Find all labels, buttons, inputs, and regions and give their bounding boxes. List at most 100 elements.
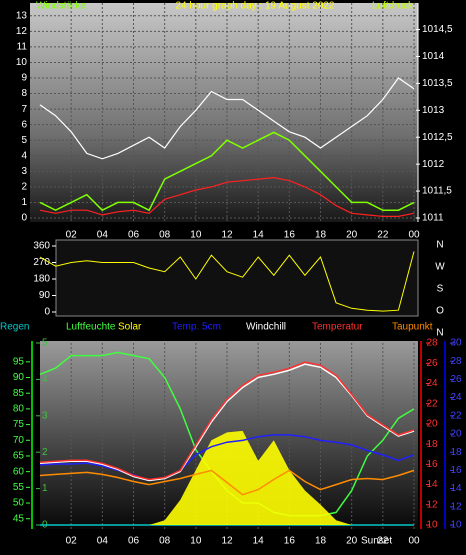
plot-background	[30, 3, 418, 222]
legend-label: Windchill	[246, 322, 286, 333]
y-tick-label: 1	[42, 483, 48, 494]
y-tick-label: 1011,5	[422, 186, 452, 197]
legend-label: Taupunkt	[392, 322, 433, 333]
x-tick-label: 10	[190, 230, 202, 241]
y-tick-label: 22	[426, 398, 438, 409]
y-tick-label: 28	[426, 338, 438, 349]
y-tick-label: 70	[13, 435, 25, 446]
y-tick-label: 360	[33, 241, 50, 252]
y-tick-label: 2	[42, 447, 48, 458]
compass-label: W	[435, 262, 445, 273]
y-tick-label: 14	[450, 483, 462, 494]
y-tick-label: 9	[21, 73, 27, 84]
y2-axis-label: Luftdruck	[372, 1, 414, 12]
title: 24 hour graph day : 19 August 2022	[175, 1, 334, 12]
series-line	[39, 434, 415, 482]
series-line	[39, 131, 415, 212]
x-tick-label: 10	[190, 536, 202, 547]
y-tick-label: 1012	[422, 159, 445, 170]
y-tick-label: 1013	[422, 105, 445, 116]
x-tick-label: 04	[97, 536, 109, 547]
solar-area	[40, 430, 414, 525]
x-tick-label: 20	[346, 230, 358, 241]
y-tick-label: 1014,5	[422, 24, 453, 35]
y-tick-label: 8	[21, 88, 27, 99]
y-tick-label: 18	[450, 447, 462, 458]
y-tick-label: 22	[450, 410, 462, 421]
x-tick-label: 12	[221, 536, 233, 547]
series-line	[39, 361, 415, 481]
y-tick-label: 26	[426, 358, 438, 369]
x-tick-label: 18	[315, 536, 327, 547]
y-tick-label: 1	[21, 197, 27, 208]
y-tick-label: 95	[13, 356, 25, 367]
y-tick-label: 55	[13, 482, 25, 493]
y-tick-label: 10	[450, 520, 462, 531]
series-line	[39, 469, 415, 496]
y-tick-label: 10	[16, 57, 28, 68]
y-tick-label: 1011	[422, 213, 444, 224]
legend-label: Solar	[118, 322, 142, 333]
y-tick-label: 24	[450, 392, 462, 403]
series-line	[39, 77, 415, 160]
y-tick-label: 10	[426, 520, 438, 531]
x-tick-label: 12	[221, 230, 233, 241]
x-tick-label: 16	[284, 230, 296, 241]
y-tick-label: 1012,5	[422, 132, 453, 143]
y-tick-label: 180	[33, 274, 50, 285]
y-tick-label: 11	[17, 42, 28, 53]
y-tick-label: 80	[13, 404, 25, 415]
y-tick-label: 1014	[422, 51, 445, 62]
y-tick-label: 20	[450, 429, 462, 440]
y-tick-label: 30	[450, 338, 462, 349]
y-tick-label: 28	[450, 356, 462, 367]
y-tick-label: 4	[42, 374, 48, 385]
x-tick-label: 06	[128, 230, 140, 241]
y-axis-label: Windstärke	[36, 1, 86, 12]
x-tick-label: 00	[408, 230, 420, 241]
y-tick-label: 13	[16, 10, 28, 21]
compass-label: N	[436, 328, 443, 339]
y-tick-label: 26	[450, 374, 462, 385]
y-tick-label: 6	[21, 119, 27, 130]
x-tick-label: 08	[159, 536, 171, 547]
x-tick-label: 20	[346, 536, 358, 547]
compass-label: S	[437, 284, 444, 295]
x-tick-label: 06	[128, 536, 140, 547]
y-tick-label: 5	[21, 135, 27, 146]
x-tick-label: 04	[97, 230, 109, 241]
x-tick-label: 14	[253, 230, 265, 241]
y-tick-label: 60	[13, 466, 25, 477]
annotation: Sunset	[361, 536, 392, 547]
y-tick-label: 20	[426, 419, 438, 430]
y-tick-label: 270	[33, 257, 50, 268]
y-tick-label: 5	[42, 338, 48, 349]
series-line	[39, 251, 415, 312]
y-tick-label: 12	[450, 501, 462, 512]
x-tick-label: 02	[66, 230, 78, 241]
x-tick-label: 00	[408, 536, 420, 547]
y-tick-label: 24	[426, 378, 438, 389]
y-tick-label: 75	[13, 419, 25, 430]
y-tick-label: 4	[21, 150, 27, 161]
y-tick-label: 45	[13, 513, 25, 524]
y-tick-label: 90	[13, 372, 25, 383]
y-tick-label: 1013,5	[422, 78, 453, 89]
x-tick-label: 14	[253, 536, 265, 547]
y-tick-label: 12	[16, 26, 28, 37]
y-tick-label: 2	[21, 182, 27, 193]
compass-label: N	[436, 240, 443, 251]
y-tick-label: 16	[426, 459, 438, 470]
y-tick-label: 0	[44, 307, 50, 318]
legend-label: Luftfeuchte	[66, 322, 116, 333]
x-tick-label: 08	[159, 230, 171, 241]
y-tick-label: 16	[450, 465, 462, 476]
series-line	[39, 176, 415, 217]
x-tick-label: 16	[284, 536, 296, 547]
y-tick-label: 65	[13, 451, 25, 462]
y-tick-label: 12	[426, 499, 438, 510]
legend-label: Temperatur	[312, 322, 363, 333]
y-tick-label: 90	[39, 290, 51, 301]
x-tick-label: 22	[377, 230, 389, 241]
compass-label: O	[436, 306, 444, 317]
